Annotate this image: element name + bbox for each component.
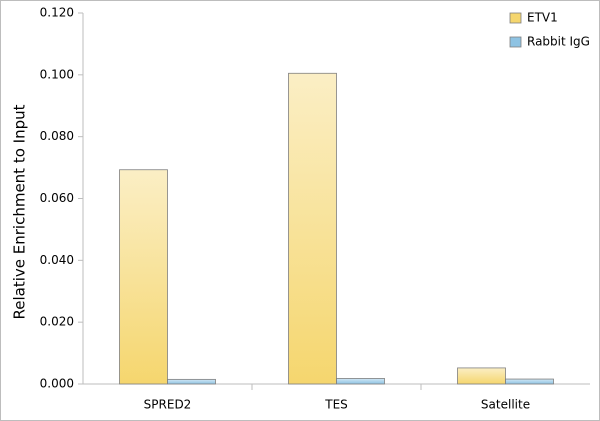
y-tick-label: 0.000 (40, 377, 74, 391)
bar (505, 378, 554, 385)
y-tick-label: 0.100 (40, 67, 74, 81)
legend-swatch (509, 36, 522, 48)
legend-label: ETV1 (527, 11, 558, 25)
y-tick-label: 0.020 (40, 315, 74, 329)
y-tick-label: 0.080 (40, 129, 74, 143)
bar (457, 367, 506, 385)
y-tick-label: 0.120 (40, 6, 74, 20)
legend-label: Rabbit IgG (527, 35, 590, 49)
bar (119, 169, 168, 385)
y-axis-title: Relative Enrichment to Input (11, 104, 29, 319)
y-tick-label: 0.040 (40, 253, 74, 267)
legend-swatch (509, 12, 522, 24)
y-tick-label: 0.060 (40, 191, 74, 205)
x-tick-label: Satellite (481, 398, 530, 412)
bar (288, 72, 337, 385)
x-tick-label: SPRED2 (144, 398, 192, 412)
bar (167, 378, 216, 385)
bar (336, 378, 385, 385)
x-tick-label: TES (324, 398, 348, 412)
